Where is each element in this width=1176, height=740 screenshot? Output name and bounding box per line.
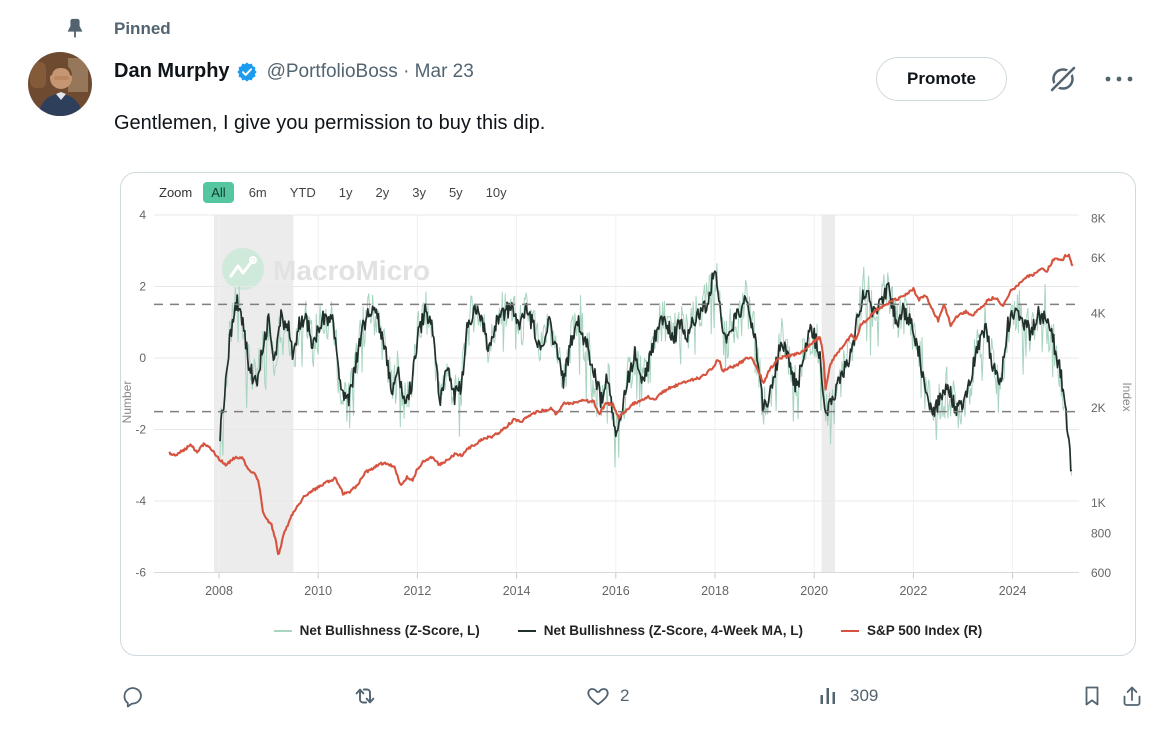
more-menu-icon[interactable] [1102, 68, 1136, 90]
pin-icon [64, 17, 86, 39]
svg-text:Index: Index [1120, 382, 1134, 411]
avatar[interactable] [28, 52, 92, 116]
verified-badge-icon [236, 61, 258, 83]
legend-label-zscore-ma: Net Bullishness (Z-Score, 4-Week MA, L) [543, 623, 804, 638]
pinned-label: Pinned [114, 19, 171, 38]
svg-text:600: 600 [1091, 566, 1111, 580]
legend-item-sp500[interactable]: S&P 500 Index (R) [841, 623, 982, 638]
zoom-label: Zoom [159, 185, 193, 200]
zoom-button-10y[interactable]: 10y [485, 185, 507, 200]
svg-text:4K: 4K [1091, 306, 1106, 320]
views-button[interactable]: 309 [816, 684, 878, 708]
share-button[interactable] [1120, 684, 1144, 708]
tweet-text: Gentlemen, I give you permission to buy … [114, 112, 546, 134]
legend-marker-zscore-ma [517, 629, 536, 632]
promote-label: Promote [907, 69, 976, 88]
svg-text:-2: -2 [135, 423, 146, 437]
zoom-button-3y[interactable]: 3y [412, 185, 426, 200]
chart-zoom-row: Zoom All 6m YTD 1y 2y 3y 5y 10y [159, 182, 515, 203]
svg-text:2014: 2014 [503, 584, 531, 598]
svg-text:2020: 2020 [800, 584, 828, 598]
svg-text:2018: 2018 [701, 584, 729, 598]
author-row: Dan Murphy @PortfolioBoss · Mar 23 [114, 60, 474, 83]
svg-text:2010: 2010 [304, 584, 332, 598]
chart-legend: Net Bullishness (Z-Score, L) Net Bullish… [121, 623, 1135, 638]
like-count: 2 [620, 686, 630, 705]
svg-text:MacroMicro: MacroMicro [273, 255, 430, 286]
grok-icon[interactable] [1048, 64, 1078, 94]
like-button[interactable]: 2 [586, 684, 629, 708]
legend-label-zscore: Net Bullishness (Z-Score, L) [299, 623, 480, 638]
svg-text:-4: -4 [135, 494, 146, 508]
author-name[interactable]: Dan Murphy [114, 60, 230, 82]
svg-text:6K: 6K [1091, 251, 1106, 265]
zoom-buttons: All 6m YTD 1y 2y 3y 5y 10y [203, 182, 514, 203]
svg-text:2012: 2012 [403, 584, 431, 598]
svg-text:Number: Number [121, 381, 134, 424]
svg-text:-6: -6 [135, 566, 146, 580]
zoom-button-5y[interactable]: 5y [448, 185, 463, 200]
legend-item-zscore[interactable]: Net Bullishness (Z-Score, L) [273, 623, 480, 638]
zoom-button-all[interactable]: All [203, 182, 234, 203]
svg-text:2016: 2016 [602, 584, 630, 598]
svg-text:800: 800 [1091, 527, 1111, 541]
promote-button[interactable]: Promote [876, 57, 1007, 101]
zoom-button-1y[interactable]: 1y [338, 185, 353, 200]
svg-text:2: 2 [139, 280, 146, 294]
legend-label-sp500: S&P 500 Index (R) [867, 623, 983, 638]
legend-item-zscore-ma[interactable]: Net Bullishness (Z-Score, 4-Week MA, L) [517, 623, 804, 638]
repost-button[interactable] [352, 684, 378, 708]
zoom-button-2y[interactable]: 2y [375, 185, 390, 200]
svg-text:2024: 2024 [999, 584, 1027, 598]
legend-marker-zscore [273, 629, 292, 632]
svg-text:0: 0 [139, 351, 146, 365]
svg-text:8K: 8K [1091, 212, 1106, 226]
legend-marker-sp500 [841, 629, 860, 632]
svg-text:2008: 2008 [205, 584, 233, 598]
bookmark-button[interactable] [1080, 684, 1104, 708]
author-handle-date[interactable]: @PortfolioBoss · Mar 23 [266, 60, 474, 82]
zoom-button-ytd[interactable]: YTD [289, 185, 316, 200]
chart-card: Zoom All 6m YTD 1y 2y 3y 5y 10y MacroMicro 2008 2… [120, 172, 1136, 656]
svg-text:1K: 1K [1091, 496, 1106, 510]
svg-text:2K: 2K [1091, 401, 1106, 415]
reply-button[interactable] [120, 684, 144, 708]
view-count: 309 [850, 686, 879, 705]
zoom-button-6m[interactable]: 6m [248, 185, 267, 200]
svg-text:2022: 2022 [899, 584, 927, 598]
svg-text:4: 4 [139, 208, 146, 222]
